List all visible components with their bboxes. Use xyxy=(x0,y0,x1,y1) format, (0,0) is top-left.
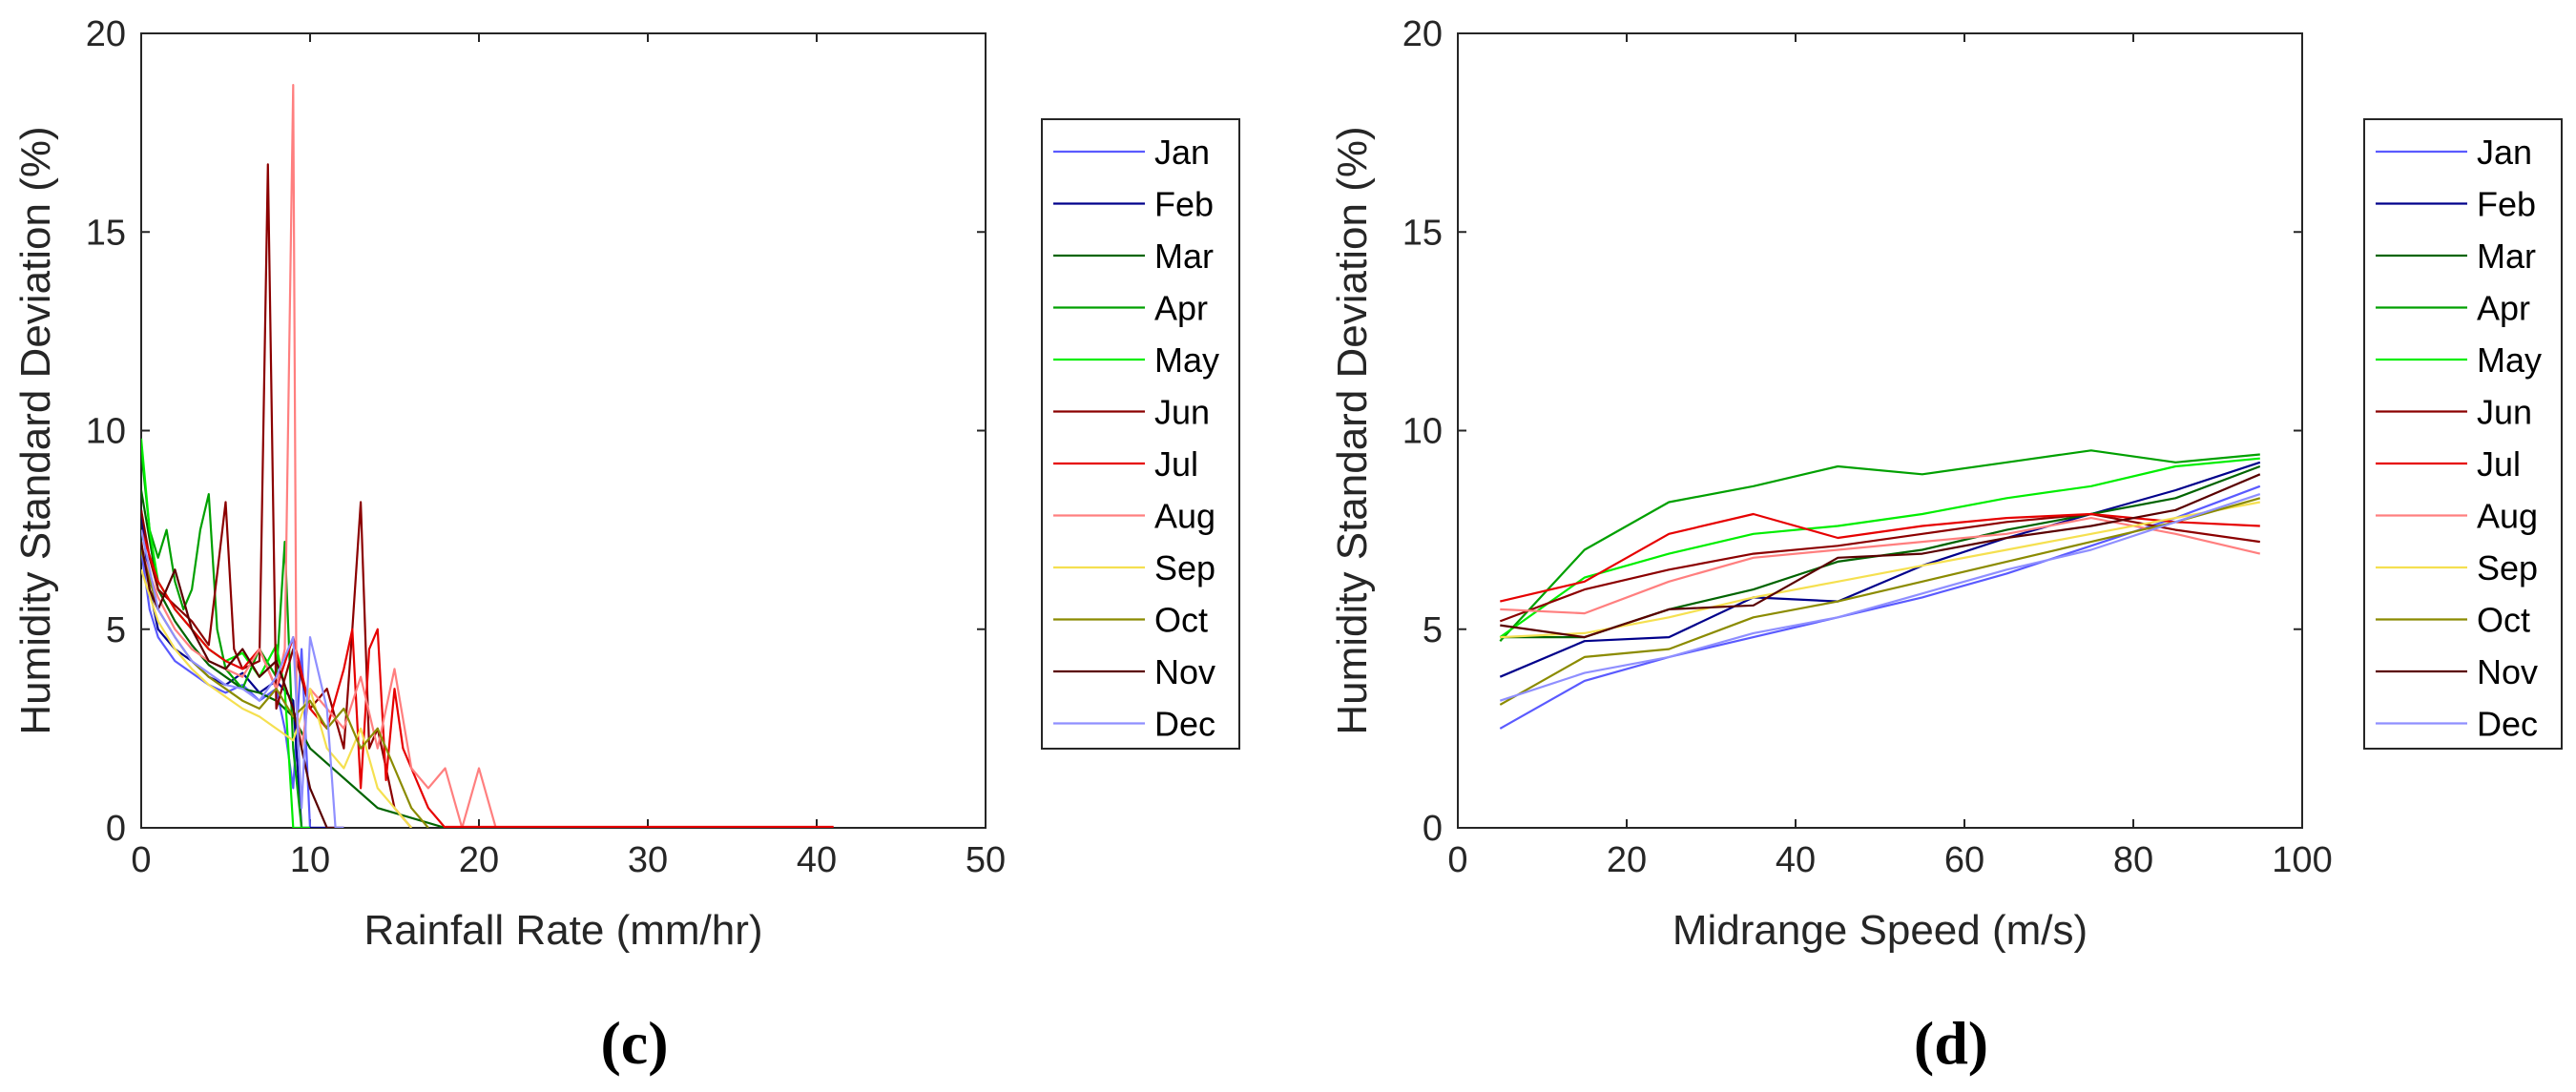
series-line-oct xyxy=(1499,497,2261,706)
x-tick-label: 100 xyxy=(2272,840,2332,880)
legend-label-mar: Mar xyxy=(1154,237,1214,276)
panel-label-c: (c) xyxy=(600,1009,668,1077)
x-tick-label: 30 xyxy=(628,840,668,880)
x-tick-label: 40 xyxy=(1776,840,1816,880)
x-axis-label: Midrange Speed (m/s) xyxy=(1672,907,2088,954)
x-tick-label: 60 xyxy=(1944,840,1984,880)
y-tick-label: 20 xyxy=(1402,14,1443,54)
legend-label-aug: Aug xyxy=(1154,497,1215,536)
legend-label-apr: Apr xyxy=(2477,289,2530,328)
y-tick-label: 10 xyxy=(86,412,126,452)
series-line-nov xyxy=(1500,473,2261,639)
legend-label-feb: Feb xyxy=(1154,185,1214,224)
panel-label-d: (d) xyxy=(1914,1009,1988,1077)
series-group xyxy=(1499,449,2261,730)
y-tick-label: 10 xyxy=(1402,412,1443,452)
x-tick-label: 0 xyxy=(131,840,151,880)
legend-box xyxy=(1041,118,1240,750)
x-tick-label: 80 xyxy=(2113,840,2153,880)
series-line-feb xyxy=(1499,461,2261,678)
legend-label-feb: Feb xyxy=(2477,185,2536,224)
x-tick-label: 40 xyxy=(797,840,837,880)
series-group xyxy=(141,83,834,828)
chart-midrange-speed: 0 20 40 60 80 100 0 5 10 15 20 Midrange Speed (m/s)… xyxy=(1329,14,2563,954)
y-tick-label: 15 xyxy=(86,213,126,253)
legend-label-apr: Apr xyxy=(1154,289,1208,328)
legend-label-nov: Nov xyxy=(2477,652,2538,691)
legend-label-may: May xyxy=(2477,340,2542,380)
series-line-nov xyxy=(141,541,344,828)
x-tick-label: 20 xyxy=(1607,840,1647,880)
chart-rainfall-rate: 0 10 20 30 40 50 0 5 10 15 20 Rainfall Rate (mm/hr)… xyxy=(12,14,1240,954)
y-tick-label: 5 xyxy=(106,610,126,650)
legend-label-nov: Nov xyxy=(1154,652,1215,691)
series-line-sep xyxy=(141,568,413,828)
series-line-sep xyxy=(1500,501,2261,639)
legend-label-oct: Oct xyxy=(1154,601,1208,640)
x-tick-label: 20 xyxy=(459,840,499,880)
x-tick-label: 10 xyxy=(290,840,330,880)
legend-label-jun: Jun xyxy=(2477,393,2532,432)
y-tick-label: 0 xyxy=(1423,809,1443,849)
legend-label-jan: Jan xyxy=(1154,133,1210,172)
legend-label-jul: Jul xyxy=(1154,444,1198,484)
legend: Jan Feb Mar Apr May Jun Jul Aug Sep Oct Nov Dec xyxy=(2363,118,2563,750)
legend-label-oct: Oct xyxy=(2477,601,2530,640)
legend-label-sep: Sep xyxy=(2477,548,2538,587)
x-axis-label: Rainfall Rate (mm/hr) xyxy=(364,907,762,954)
x-tick-label: 0 xyxy=(1447,840,1467,880)
y-tick-label: 5 xyxy=(1423,610,1443,650)
x-tick-label: 50 xyxy=(966,840,1006,880)
legend-label-jun: Jun xyxy=(1154,393,1210,432)
series-line-jun xyxy=(1499,512,2260,623)
series-line-jun xyxy=(141,163,413,828)
y-tick-label: 15 xyxy=(1402,213,1443,253)
legend: Jan Feb Mar Apr May Jun Jul Aug Sep Oct Nov Dec xyxy=(1041,118,1240,750)
series-line-may xyxy=(1499,457,2260,638)
plot-area xyxy=(1457,32,2303,829)
legend-label-dec: Dec xyxy=(2477,705,2538,744)
legend-label-aug: Aug xyxy=(2477,497,2538,536)
series-line-apr xyxy=(1499,449,2260,642)
series-line-dec xyxy=(1499,493,2261,702)
y-axis-label: Humidity Standard Deviation (%) xyxy=(12,126,59,734)
legend-box xyxy=(2363,118,2563,750)
series-line-dec xyxy=(141,529,344,828)
legend-label-mar: Mar xyxy=(2477,237,2536,276)
plot-area xyxy=(140,32,987,829)
legend-label-jan: Jan xyxy=(2477,133,2532,172)
y-tick-label: 20 xyxy=(86,14,126,54)
legend-label-may: May xyxy=(1154,340,1219,380)
y-tick-label: 0 xyxy=(106,809,126,849)
y-axis-label: Humidity Standard Deviation (%) xyxy=(1329,126,1376,734)
legend-label-jul: Jul xyxy=(2477,444,2521,484)
legend-label-dec: Dec xyxy=(1154,705,1215,744)
legend-label-sep: Sep xyxy=(1154,548,1215,587)
